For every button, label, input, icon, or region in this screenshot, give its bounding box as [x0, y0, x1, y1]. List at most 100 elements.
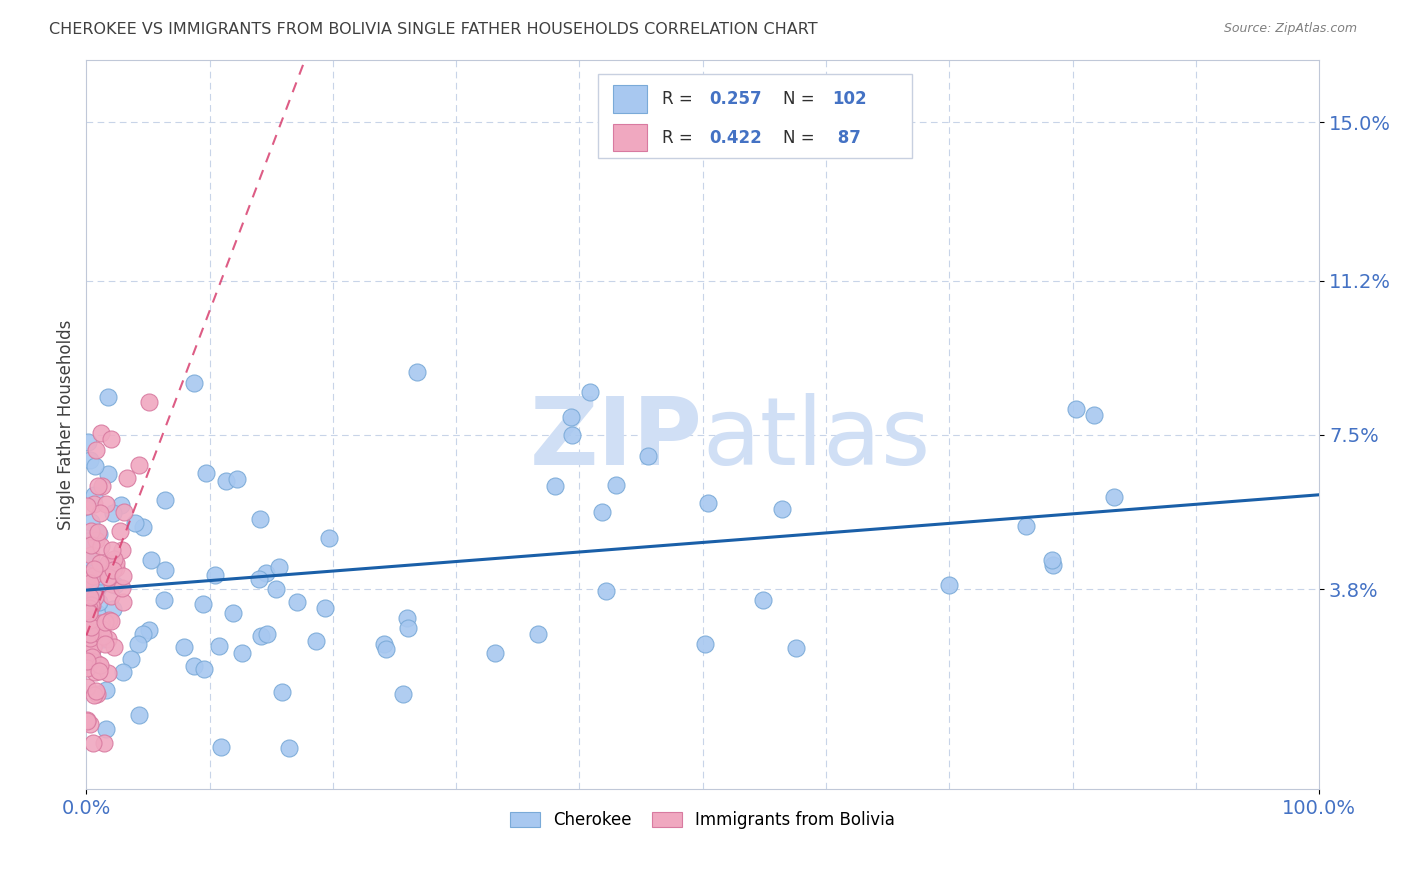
Point — [82, 631, 104, 645]
Point — [75, 640, 97, 655]
Point — [484, 646, 506, 660]
Point — [77, 634, 100, 648]
Point — [693, 637, 716, 651]
FancyBboxPatch shape — [613, 124, 647, 152]
Point — [83, 689, 105, 703]
Point — [91, 629, 114, 643]
Point — [785, 641, 807, 656]
Point — [544, 479, 567, 493]
Point — [138, 624, 160, 638]
Point — [76, 680, 98, 694]
Point — [93, 564, 115, 578]
Point — [76, 714, 98, 729]
Point — [82, 736, 104, 750]
Point — [193, 662, 215, 676]
Point — [76, 647, 98, 661]
Point — [79, 605, 101, 619]
Point — [111, 581, 134, 595]
Point — [128, 458, 150, 473]
Point — [153, 492, 176, 507]
Point — [76, 500, 98, 514]
Point — [97, 632, 120, 647]
Point — [79, 601, 101, 615]
Point — [264, 582, 287, 596]
Point — [94, 497, 117, 511]
Text: 87: 87 — [832, 128, 860, 146]
Text: atlas: atlas — [703, 393, 931, 485]
Point — [82, 638, 104, 652]
Point — [83, 591, 105, 605]
Point — [79, 657, 101, 672]
Point — [76, 558, 98, 573]
Text: N =: N = — [783, 90, 820, 108]
Point — [1083, 409, 1105, 423]
Point — [697, 496, 720, 510]
Point — [111, 665, 134, 680]
Point — [87, 527, 110, 541]
Point — [100, 432, 122, 446]
Point — [79, 591, 101, 605]
Point — [115, 471, 138, 485]
Point — [141, 553, 163, 567]
Point — [110, 498, 132, 512]
Point — [89, 595, 111, 609]
Point — [90, 425, 112, 440]
Point — [396, 621, 419, 635]
Point — [112, 595, 135, 609]
Point — [93, 576, 115, 591]
Point — [97, 570, 120, 584]
Point — [86, 606, 108, 620]
Point — [82, 569, 104, 583]
Point — [97, 613, 120, 627]
Point — [86, 443, 108, 458]
Text: 0.257: 0.257 — [709, 90, 762, 108]
Point — [560, 410, 582, 425]
Point — [392, 687, 415, 701]
Point — [112, 568, 135, 582]
Point — [110, 542, 132, 557]
Text: Source: ZipAtlas.com: Source: ZipAtlas.com — [1223, 22, 1357, 36]
Point — [83, 488, 105, 502]
Point — [76, 623, 98, 637]
Point — [91, 632, 114, 646]
Point — [173, 640, 195, 654]
Point — [285, 595, 308, 609]
Point — [76, 661, 98, 675]
Point — [605, 478, 627, 492]
Point — [90, 478, 112, 492]
Point — [90, 616, 112, 631]
Point — [101, 542, 124, 557]
Point — [94, 682, 117, 697]
Point — [80, 528, 103, 542]
Point — [938, 578, 960, 592]
Point — [76, 648, 98, 662]
Point — [79, 524, 101, 538]
Point — [94, 723, 117, 737]
Point — [247, 572, 270, 586]
Point — [82, 640, 104, 655]
Point — [76, 609, 98, 624]
Point — [80, 598, 103, 612]
Point — [76, 565, 98, 579]
Point — [83, 458, 105, 473]
Point — [86, 525, 108, 540]
Point — [76, 591, 98, 606]
Point — [395, 611, 418, 625]
FancyBboxPatch shape — [598, 74, 912, 158]
Point — [100, 590, 122, 604]
Point — [80, 620, 103, 634]
Point — [578, 384, 600, 399]
Point — [108, 524, 131, 538]
Point — [97, 570, 120, 584]
Point — [254, 566, 277, 581]
Point — [314, 601, 336, 615]
Point — [215, 474, 238, 488]
Point — [80, 538, 103, 552]
Text: ZIP: ZIP — [530, 393, 703, 485]
Point — [87, 479, 110, 493]
Point — [77, 607, 100, 621]
Point — [79, 627, 101, 641]
FancyBboxPatch shape — [613, 85, 647, 112]
Point — [231, 647, 253, 661]
Point — [83, 665, 105, 680]
